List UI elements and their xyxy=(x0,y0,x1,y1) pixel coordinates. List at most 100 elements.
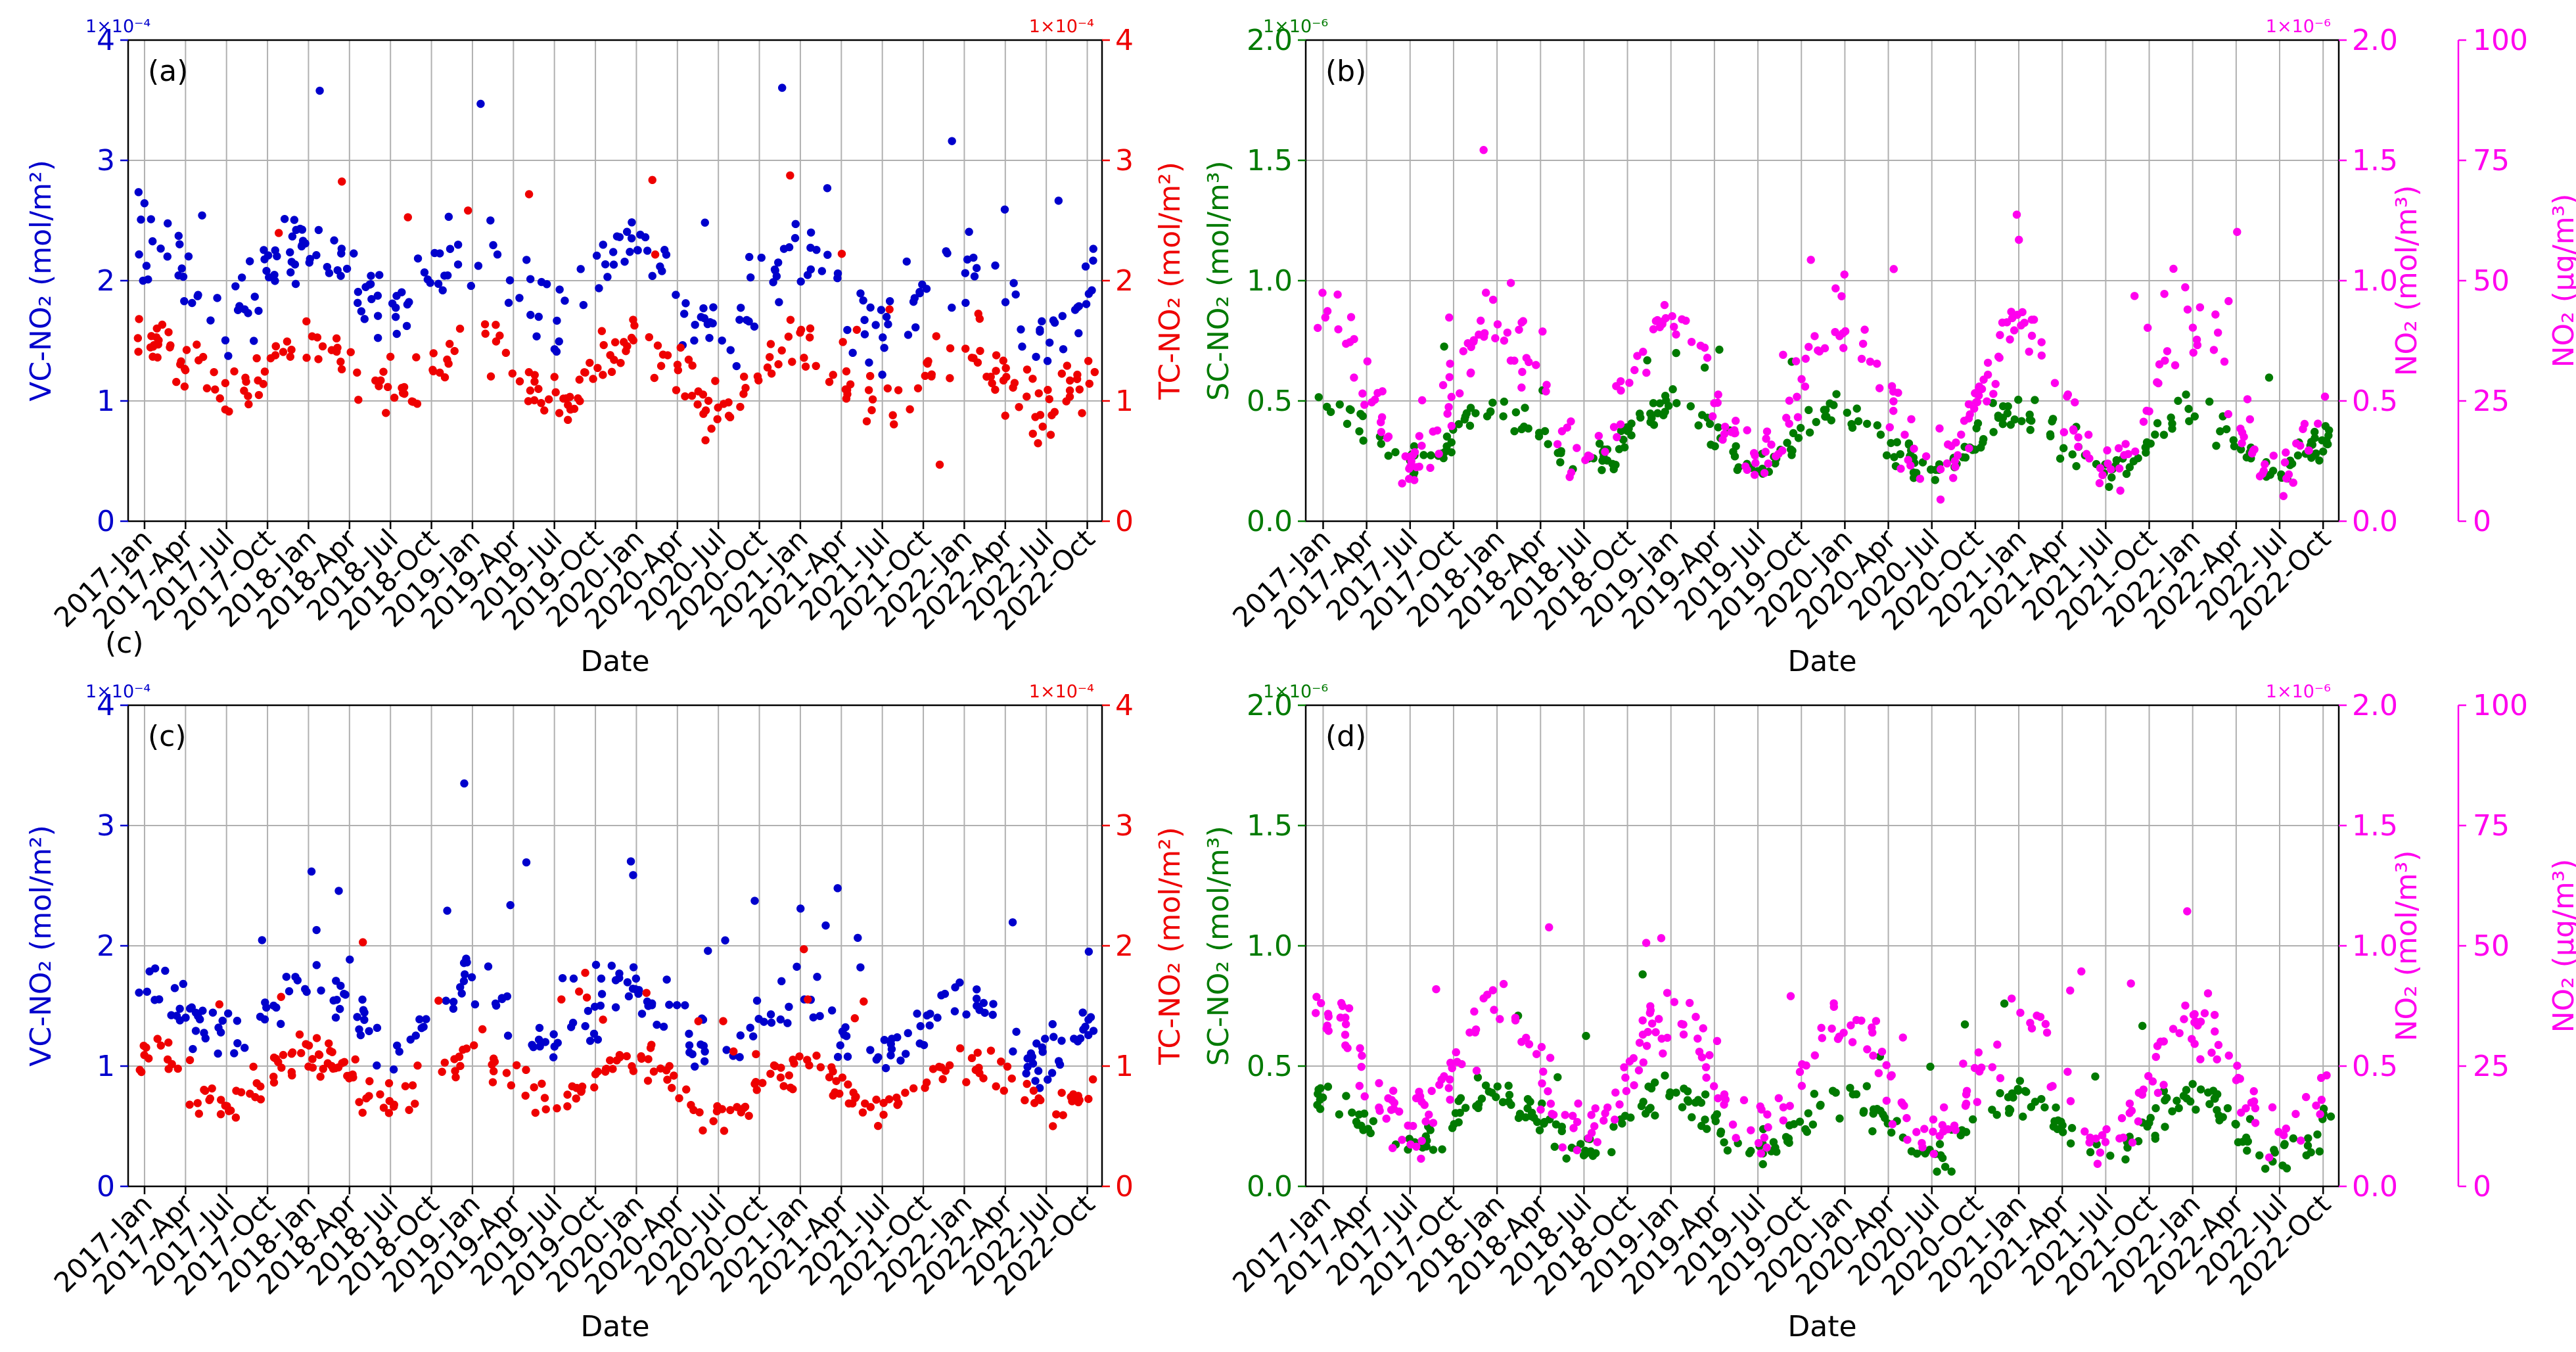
data-point xyxy=(691,1062,699,1071)
data-point xyxy=(1751,459,1760,467)
data-point xyxy=(412,353,421,361)
data-point xyxy=(937,991,946,1000)
data-point xyxy=(909,1084,918,1093)
data-point xyxy=(1038,317,1046,326)
data-point xyxy=(660,245,669,254)
data-point xyxy=(2144,323,2152,332)
data-point xyxy=(272,1003,281,1012)
data-point xyxy=(1324,1012,1333,1021)
data-point xyxy=(164,1038,173,1047)
data-point xyxy=(540,406,549,415)
data-point xyxy=(2216,427,2224,436)
data-point xyxy=(1472,1066,1481,1075)
data-point xyxy=(2167,413,2175,422)
data-point xyxy=(593,363,602,373)
data-point xyxy=(801,362,810,371)
data-point xyxy=(2168,419,2176,428)
data-point xyxy=(1810,1051,1819,1060)
data-point xyxy=(1538,327,1547,336)
data-point xyxy=(726,1106,735,1115)
data-point xyxy=(2130,292,2139,300)
data-point xyxy=(2320,392,2330,401)
data-point xyxy=(1567,468,1576,477)
data-point xyxy=(1054,197,1063,205)
data-point xyxy=(701,218,709,227)
data-point xyxy=(597,327,607,335)
data-point xyxy=(1415,1092,1425,1101)
data-point xyxy=(576,265,585,273)
data-point xyxy=(198,211,206,220)
data-point xyxy=(2205,397,2214,406)
data-point xyxy=(973,1048,982,1057)
data-point xyxy=(449,998,458,1006)
data-point xyxy=(701,1047,709,1056)
data-point xyxy=(651,250,660,259)
data-point xyxy=(2042,1028,2052,1037)
right-axis-label: TC-NO₂ (mol/m²) xyxy=(1153,162,1187,400)
data-point xyxy=(1639,348,1647,356)
data-point xyxy=(2129,457,2138,466)
data-point xyxy=(703,319,712,329)
data-point xyxy=(314,355,323,363)
right-axis2-label: NO₂ (μg/m³) xyxy=(2547,859,2576,1033)
data-point xyxy=(1646,409,1655,418)
data-point xyxy=(1034,389,1043,398)
data-point xyxy=(2069,426,2078,435)
data-point xyxy=(187,1003,196,1012)
right2-tick-label: 25 xyxy=(2473,385,2510,418)
data-point xyxy=(632,974,641,983)
data-point xyxy=(1703,1125,1711,1133)
data-point xyxy=(783,1019,792,1027)
data-point xyxy=(684,356,693,364)
data-point xyxy=(2115,1134,2124,1143)
data-point xyxy=(1858,339,1868,348)
data-point xyxy=(2185,417,2194,425)
data-point xyxy=(774,360,783,369)
data-point xyxy=(2303,1141,2312,1150)
data-point xyxy=(1868,1028,1877,1037)
data-point xyxy=(1003,1062,1012,1071)
data-point xyxy=(2312,1101,2320,1110)
data-point xyxy=(1771,1143,1780,1152)
data-point xyxy=(1493,320,1502,329)
data-point xyxy=(2128,1138,2137,1147)
data-point xyxy=(1009,383,1017,392)
data-point xyxy=(354,287,363,296)
data-point xyxy=(637,1010,647,1018)
left-axis-label: VC-NO₂ (mol/m²) xyxy=(24,160,58,402)
data-point xyxy=(1072,375,1082,383)
right-tick-label: 4 xyxy=(1115,689,1134,722)
data-point xyxy=(249,1062,258,1071)
data-point xyxy=(729,1047,738,1056)
data-point xyxy=(1661,1071,1669,1080)
data-point xyxy=(2207,1048,2216,1057)
data-point xyxy=(1563,423,1571,432)
data-point xyxy=(1805,406,1813,415)
data-point xyxy=(486,216,495,225)
data-point xyxy=(2288,459,2297,468)
data-point xyxy=(572,1094,580,1103)
data-point xyxy=(1887,1071,1896,1080)
data-point xyxy=(1499,979,1508,989)
data-point xyxy=(1429,1119,1438,1127)
data-point xyxy=(1467,368,1475,377)
data-point xyxy=(1757,1105,1766,1114)
data-point xyxy=(1312,992,1321,1001)
data-point xyxy=(331,1064,340,1073)
data-point xyxy=(745,252,754,262)
data-point xyxy=(379,1104,388,1112)
data-point xyxy=(589,375,597,383)
data-point xyxy=(672,291,680,299)
data-point xyxy=(1835,1114,1844,1123)
data-point xyxy=(921,371,929,381)
data-point xyxy=(2072,462,2081,471)
data-point xyxy=(179,979,187,989)
stray-panel-label: (c) xyxy=(105,626,144,660)
data-point xyxy=(1649,325,1658,334)
data-point xyxy=(1762,427,1772,436)
data-point xyxy=(252,354,261,363)
data-point xyxy=(1065,386,1074,395)
data-point xyxy=(2074,433,2082,442)
data-point xyxy=(1931,476,1939,484)
data-point xyxy=(1556,458,1565,467)
